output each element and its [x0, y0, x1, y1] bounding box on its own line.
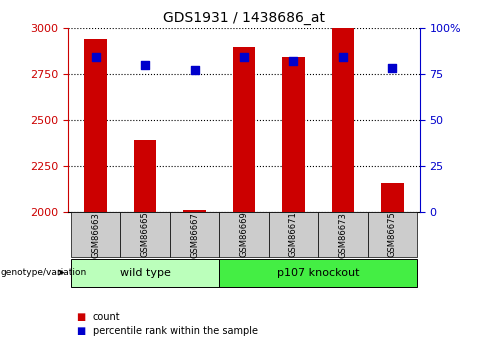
- Bar: [381, 183, 404, 212]
- FancyBboxPatch shape: [71, 212, 120, 257]
- Point: [141, 62, 149, 67]
- Title: GDS1931 / 1438686_at: GDS1931 / 1438686_at: [163, 11, 325, 25]
- Bar: [134, 140, 156, 212]
- Text: GSM86667: GSM86667: [190, 212, 199, 257]
- FancyBboxPatch shape: [269, 212, 318, 257]
- Text: p107 knockout: p107 knockout: [277, 268, 360, 277]
- Point: [289, 58, 297, 63]
- FancyBboxPatch shape: [170, 212, 219, 257]
- Text: GSM86675: GSM86675: [388, 212, 397, 257]
- FancyBboxPatch shape: [71, 259, 219, 286]
- Text: count: count: [93, 312, 121, 322]
- Text: genotype/variation: genotype/variation: [1, 268, 87, 277]
- Text: ■: ■: [76, 326, 85, 335]
- Bar: [183, 210, 205, 212]
- Text: percentile rank within the sample: percentile rank within the sample: [93, 326, 258, 335]
- Text: GSM86673: GSM86673: [339, 212, 347, 257]
- Bar: [332, 28, 354, 212]
- Point: [92, 55, 100, 60]
- Text: GSM86669: GSM86669: [240, 212, 248, 257]
- Text: GSM86663: GSM86663: [91, 212, 100, 257]
- Point: [191, 67, 199, 73]
- FancyBboxPatch shape: [318, 212, 368, 257]
- FancyBboxPatch shape: [368, 212, 417, 257]
- Text: GSM86671: GSM86671: [289, 212, 298, 257]
- Point: [339, 55, 347, 60]
- FancyBboxPatch shape: [219, 259, 417, 286]
- Bar: [84, 39, 107, 212]
- Bar: [283, 57, 305, 212]
- Text: ■: ■: [76, 312, 85, 322]
- FancyBboxPatch shape: [120, 212, 170, 257]
- Text: GSM86665: GSM86665: [141, 212, 149, 257]
- Point: [240, 55, 248, 60]
- Point: [388, 66, 396, 71]
- FancyBboxPatch shape: [219, 212, 269, 257]
- Bar: [233, 47, 255, 212]
- Text: wild type: wild type: [120, 268, 170, 277]
